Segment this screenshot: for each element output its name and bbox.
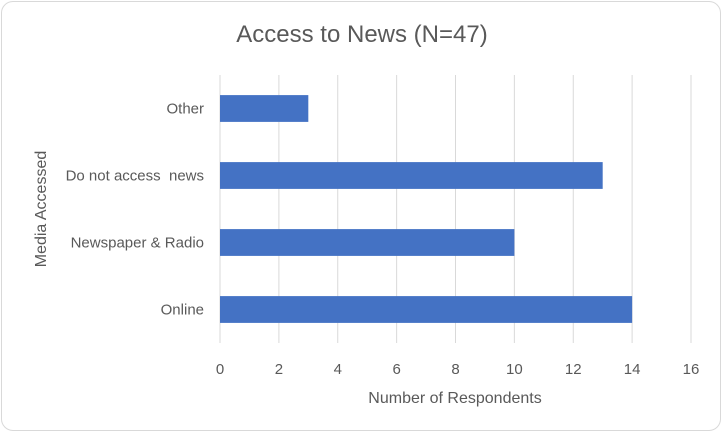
category-label-1: Newspaper & Radio xyxy=(71,235,204,252)
x-tick-label-4: 4 xyxy=(334,361,342,378)
category-label-3: Other xyxy=(166,101,204,118)
bar-0 xyxy=(220,296,633,323)
x-tick-label-8: 8 xyxy=(451,361,459,378)
x-tick-label-6: 6 xyxy=(392,361,400,378)
bar-3 xyxy=(220,95,309,122)
x-axis-title: Number of Respondents xyxy=(368,390,541,407)
x-tick-label-0: 0 xyxy=(216,361,224,378)
category-label-0: Online xyxy=(161,302,204,319)
y-axis-title: Media Accessed xyxy=(33,151,50,268)
x-tick-label-16: 16 xyxy=(683,361,700,378)
x-tick-labels: 0 2 4 6 8 10 12 14 16 xyxy=(216,361,700,378)
x-tick-label-2: 2 xyxy=(275,361,283,378)
category-labels: Online Newspaper & Radio Do not access new… xyxy=(66,101,204,319)
category-label-2: Do not access news xyxy=(66,168,204,185)
x-tick-label-10: 10 xyxy=(506,361,523,378)
bars xyxy=(220,95,633,323)
x-tick-label-12: 12 xyxy=(565,361,582,378)
x-tick-label-14: 14 xyxy=(624,361,641,378)
bar-1 xyxy=(220,229,515,256)
chart-title: Access to News (N=47) xyxy=(236,21,487,48)
bar-2 xyxy=(220,162,603,189)
